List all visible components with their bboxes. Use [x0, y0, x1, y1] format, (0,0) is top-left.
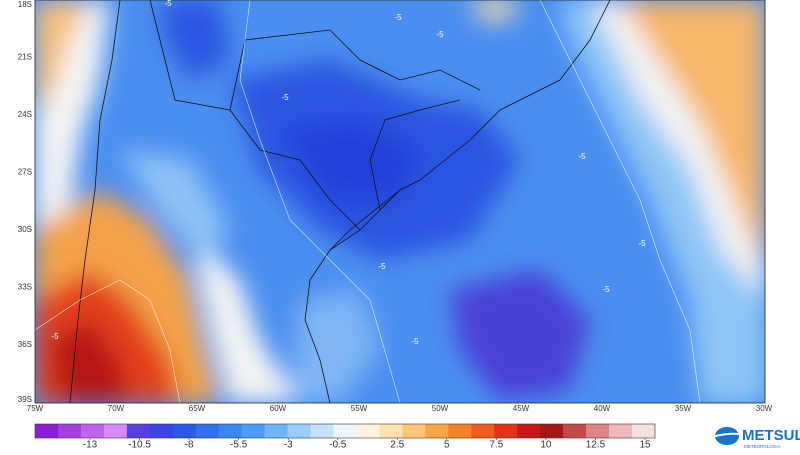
- logo-globe: [715, 427, 739, 445]
- latitude-label: 30S: [18, 225, 32, 234]
- contour-label: -5: [436, 30, 444, 39]
- contour-label: -5: [281, 93, 289, 102]
- longitude-label: 35W: [675, 404, 692, 413]
- colorbar-swatch: [494, 424, 518, 438]
- colorbar-swatch: [356, 424, 380, 438]
- colorbar-label: -13: [83, 440, 98, 450]
- colorbar-label: 7.5: [489, 440, 503, 450]
- colorbar-label: 10: [540, 440, 552, 450]
- colorbar-swatch: [632, 424, 656, 438]
- longitude-label: 55W: [351, 404, 368, 413]
- longitude-label: 75W: [27, 404, 44, 413]
- colorbar-swatch: [241, 424, 265, 438]
- colorbar-label: -3: [284, 440, 293, 450]
- longitude-label: 40W: [594, 404, 611, 413]
- contour-label: -5: [638, 239, 646, 248]
- contour-label: -5: [411, 337, 419, 346]
- longitude-label: 60W: [270, 404, 287, 413]
- longitude-label: 45W: [513, 404, 530, 413]
- contour-label: -5: [164, 0, 172, 8]
- map-frame: [34, 0, 766, 404]
- map-field: [35, 0, 765, 403]
- colorbar-swatch: [195, 424, 220, 438]
- colorbar-swatch: [379, 424, 403, 438]
- colorbar-swatch: [264, 424, 288, 438]
- colorbar-label: 2.5: [390, 440, 404, 450]
- colorbar-swatch: [540, 424, 564, 438]
- latitude-label: 21S: [18, 53, 32, 62]
- logo-subtitle: METEOROLOGIA: [744, 444, 781, 449]
- colorbar-swatch: [448, 424, 472, 438]
- colorbar-swatch: [333, 424, 357, 438]
- contour-label: -5: [578, 152, 586, 161]
- colorbar-frame: [34, 423, 656, 439]
- latitude-label: 24S: [18, 110, 32, 119]
- longitude-label: 70W: [108, 404, 125, 413]
- colorbar-swatch: [126, 424, 151, 438]
- colorbar-swatch: [103, 424, 128, 438]
- colorbar-swatch: [471, 424, 495, 438]
- contour-label: -5: [378, 262, 386, 271]
- colorbar-swatch: [563, 424, 587, 438]
- colorbar-label: 5: [444, 440, 450, 450]
- latitude-label: 39S: [18, 395, 32, 404]
- colorbar-label: -10.5: [128, 440, 151, 450]
- colorbar-swatch: [172, 424, 197, 438]
- latitude-label: 33S: [18, 283, 32, 292]
- colorbar-label: 12.5: [586, 440, 606, 450]
- latitude-label: 36S: [18, 340, 32, 349]
- colorbar-swatch: [310, 424, 334, 438]
- colorbar-label: -8: [185, 440, 194, 450]
- longitude-label: 65W: [189, 404, 206, 413]
- colorbar-label: -0.5: [329, 440, 347, 450]
- colorbar-swatch: [517, 424, 541, 438]
- colorbar-swatch: [287, 424, 311, 438]
- latitude-label: 18S: [18, 0, 32, 9]
- longitude-label: 30W: [756, 404, 773, 413]
- longitude-label: 50W: [432, 404, 449, 413]
- colorbar-swatch: [80, 424, 105, 438]
- colorbar-label: -5.5: [230, 440, 248, 450]
- contour-label: -5: [394, 13, 402, 22]
- colorbar-label: 15: [639, 440, 651, 450]
- colorbar-swatch: [609, 424, 633, 438]
- colorbar-swatch: [149, 424, 174, 438]
- colorbar-swatch: [402, 424, 426, 438]
- contour-label: -5: [602, 285, 610, 294]
- colorbar-swatch: [425, 424, 449, 438]
- colorbar-swatch: [586, 424, 610, 438]
- colorbar-swatch: [218, 424, 242, 438]
- logo: METSUL METEOROLOGIA: [704, 427, 800, 449]
- colorbar-swatch: [57, 424, 82, 438]
- colorbar-swatch: [35, 424, 59, 438]
- logo-name: METSUL: [742, 427, 800, 444]
- latitude-label: 27S: [18, 168, 32, 177]
- contour-label: -5: [51, 332, 59, 341]
